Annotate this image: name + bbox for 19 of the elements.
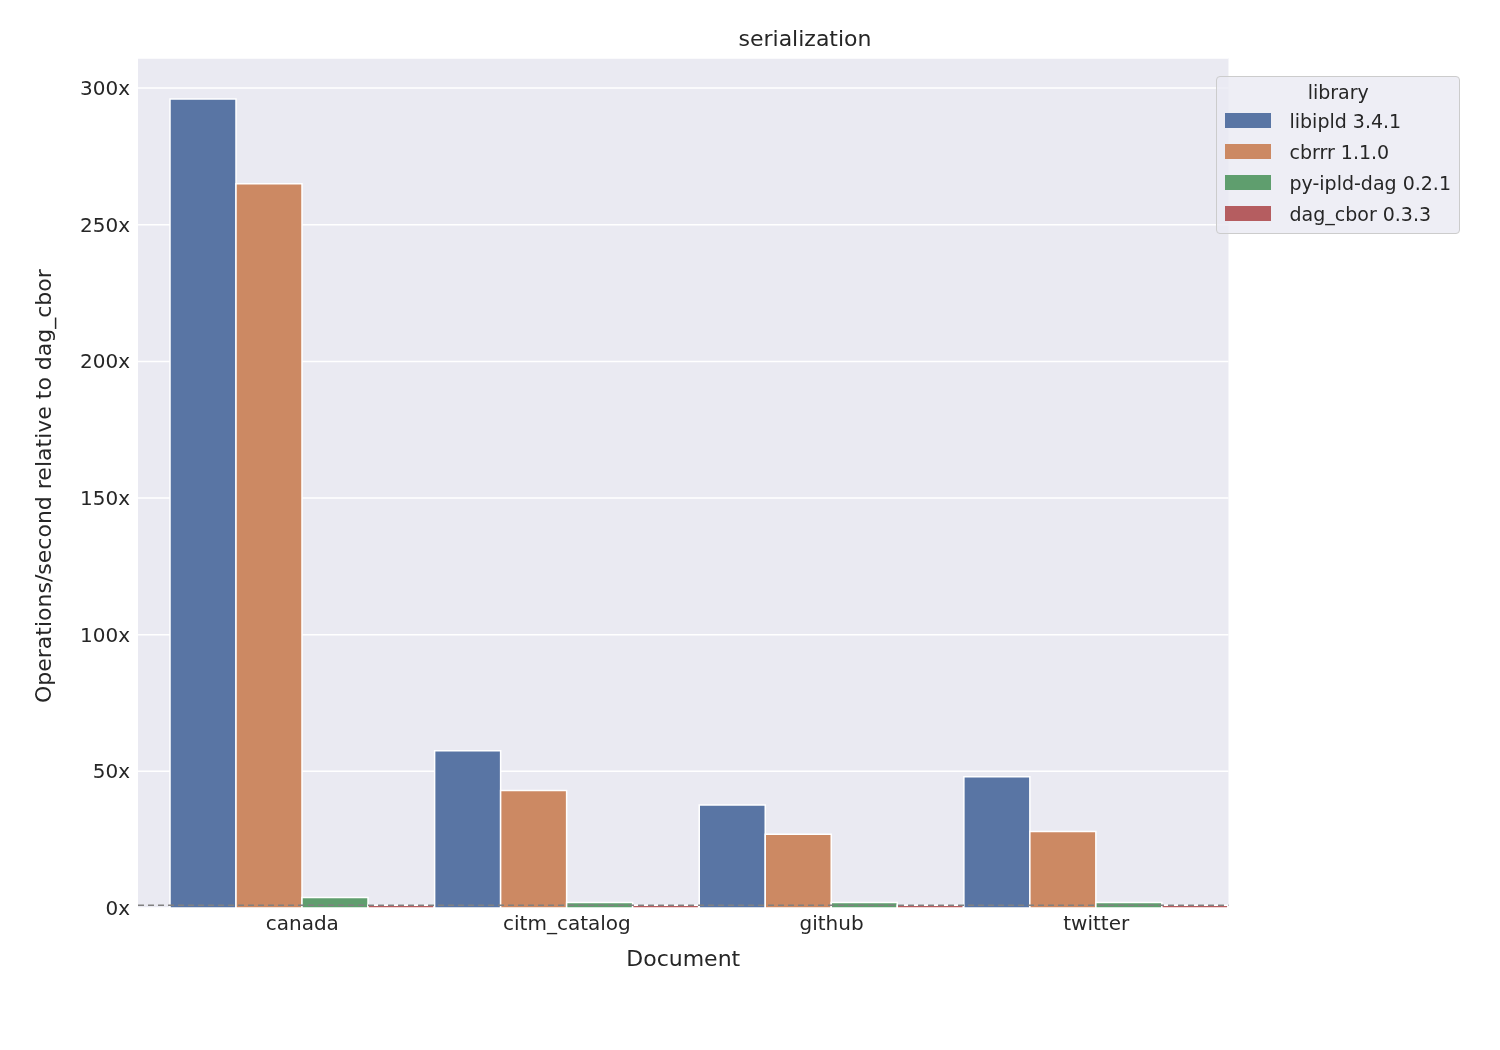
y-tick-label: 300x: [79, 76, 131, 101]
y-tick-label: 50x: [92, 759, 131, 784]
legend-label: libipld 3.4.1: [1289, 109, 1402, 132]
chart-title: serialization: [737, 26, 873, 51]
x-tick-label: citm_catalog: [503, 911, 631, 936]
legend-title: library: [1306, 81, 1370, 103]
y-tick-label: 0x: [105, 896, 131, 921]
y-tick-label: 100x: [79, 622, 131, 647]
x-tick-label: github: [799, 911, 864, 936]
y-axis-title: Operations/second relative to dag_cbor: [30, 268, 57, 703]
y-tick-label: 200x: [79, 349, 131, 374]
x-tick-label: twitter: [1063, 911, 1130, 936]
legend-label: cbrrr 1.1.0: [1289, 140, 1390, 163]
x-axis-title: Document: [626, 946, 741, 971]
legend-label: dag_cbor 0.3.3: [1289, 202, 1432, 225]
y-tick-label: 250x: [79, 212, 131, 237]
y-tick-label: 150x: [79, 486, 131, 511]
legend-label: py-ipld-dag 0.2.1: [1289, 171, 1451, 194]
x-tick-label: canada: [265, 911, 339, 936]
